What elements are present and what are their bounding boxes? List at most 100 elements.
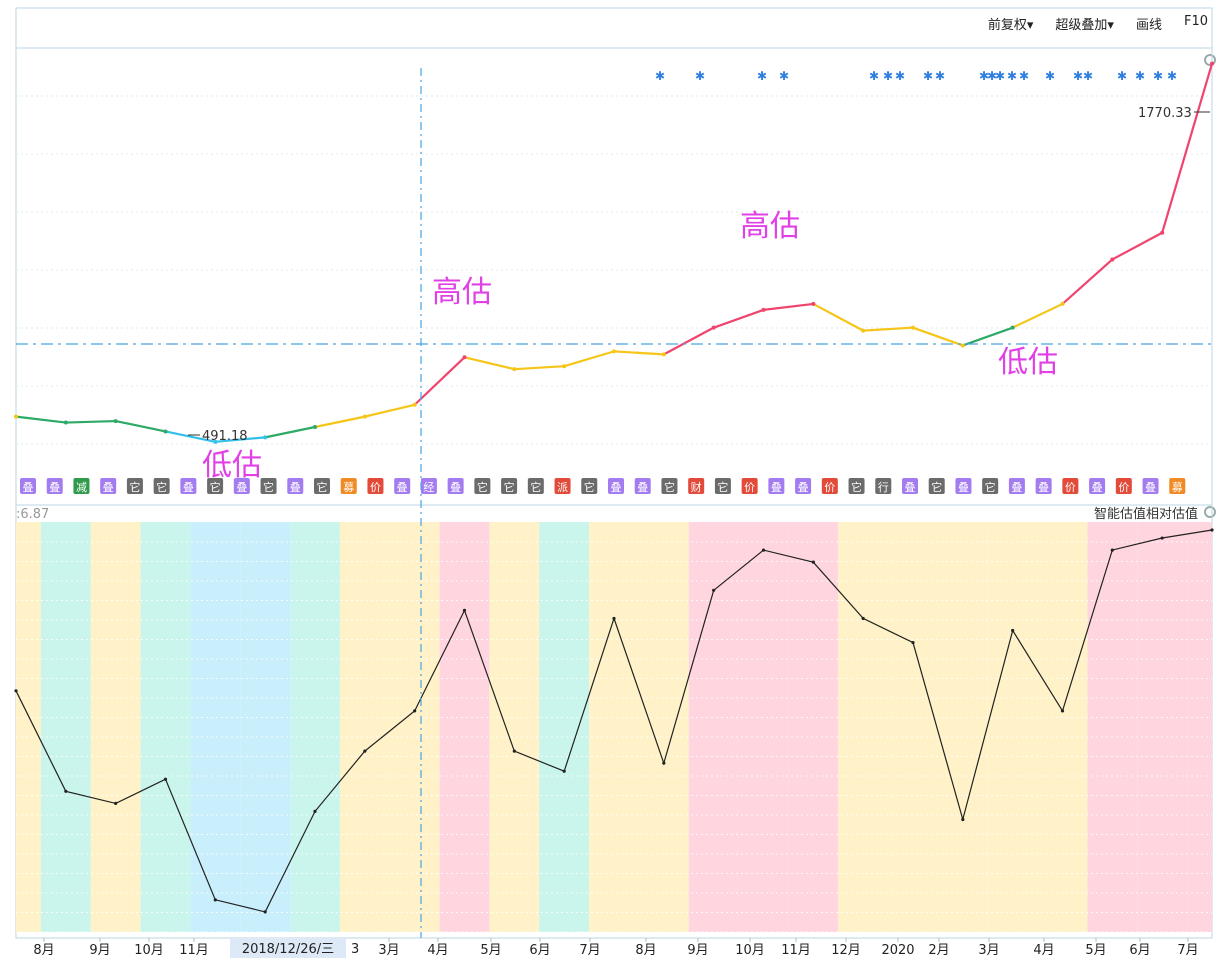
price-settings-gear-icon[interactable]	[1204, 54, 1216, 66]
overlay-dropdown[interactable]: 超级叠加▾	[1055, 18, 1114, 33]
star-marker: ✱	[695, 69, 705, 83]
event-marker	[73, 478, 90, 494]
event-marker	[100, 478, 117, 494]
event-marker	[634, 478, 651, 494]
event-marker-label: 价	[1118, 481, 1129, 494]
event-marker	[394, 478, 411, 494]
valuation-point	[612, 616, 616, 621]
valuation-band	[539, 522, 590, 932]
price-point	[113, 419, 118, 424]
event-marker	[608, 478, 624, 494]
price-point	[661, 352, 666, 357]
price-point	[213, 439, 218, 444]
x-tick-label: 5月	[480, 943, 501, 958]
annotation-undervalued-2: 低估	[998, 345, 1058, 380]
valuation-point	[163, 777, 168, 781]
event-marker-label: 它	[530, 480, 541, 494]
price-segment	[613, 350, 664, 356]
valuation-point	[1060, 709, 1065, 713]
valuation-point	[14, 689, 18, 693]
event-marker-label: 经	[423, 481, 434, 494]
event-marker-label: 它	[317, 480, 328, 494]
valuation-band	[190, 522, 241, 932]
star-marker: ✱	[757, 69, 767, 83]
price-point	[462, 355, 467, 360]
valuation-band	[439, 522, 490, 932]
star-marker: ✱	[869, 69, 879, 83]
event-marker-label: 募	[1172, 481, 1183, 494]
price-point	[14, 414, 18, 419]
price-segment	[514, 365, 565, 371]
price-segment	[165, 430, 216, 443]
price-segment	[663, 326, 715, 356]
x-tick-label: 7月	[1177, 943, 1198, 958]
valuation-point	[413, 709, 417, 713]
x-tick-label: 9月	[89, 943, 110, 958]
price-point	[711, 325, 716, 330]
price-point	[562, 364, 567, 369]
star-marker: ✱	[655, 69, 665, 83]
valuation-point	[562, 769, 566, 773]
valuation-band	[290, 522, 340, 932]
annotation-undervalued-1: 低估	[202, 448, 262, 483]
event-marker-label: 募	[343, 481, 354, 494]
x-tick-label: 11月	[781, 943, 811, 958]
valuation-band	[16, 522, 41, 932]
event-marker	[1062, 478, 1079, 494]
event-marker	[233, 478, 250, 494]
price-segment	[15, 415, 66, 424]
event-marker-label: 叠	[771, 481, 782, 494]
star-marker: ✱	[1083, 69, 1093, 83]
f10-button[interactable]: F10	[1183, 14, 1208, 29]
event-marker-label: 叠	[1011, 481, 1022, 494]
event-marker	[287, 478, 304, 494]
event-marker-label: 它	[985, 480, 996, 494]
price-segment	[812, 302, 864, 332]
indicator-settings-gear-icon[interactable]	[1204, 506, 1216, 518]
valuation-band	[688, 522, 739, 932]
event-marker-label: 行	[878, 481, 889, 494]
price-segment	[1061, 258, 1114, 305]
event-marker	[501, 478, 518, 494]
event-marker	[340, 478, 357, 494]
event-marker-label: 叠	[1092, 481, 1103, 494]
price-point	[861, 328, 866, 333]
star-marker: ✱	[923, 69, 933, 83]
star-marker: ✱	[995, 69, 1005, 83]
event-marker-label: 派	[557, 481, 568, 494]
event-marker-label: 叠	[183, 481, 194, 494]
price-point	[263, 435, 268, 440]
x-tick-label: 10月	[134, 943, 164, 958]
event-marker	[661, 478, 678, 494]
valuation-band	[339, 522, 390, 932]
event-marker	[581, 478, 598, 494]
x-tick-label: 8月	[33, 943, 54, 958]
valuation-point	[1160, 536, 1164, 540]
adjust-dropdown[interactable]: 前复权▾	[987, 18, 1034, 33]
price-point	[612, 349, 616, 354]
event-marker	[527, 478, 544, 494]
star-marker: ✱	[987, 69, 997, 83]
event-marker-label: 价	[744, 481, 755, 494]
price-segment	[314, 415, 366, 429]
valuation-point	[811, 560, 815, 564]
event-marker	[153, 478, 170, 494]
x-tick-label: 12月	[831, 943, 861, 958]
star-marker: ✱	[1167, 69, 1177, 83]
event-marker-label: 它	[129, 480, 140, 494]
event-marker	[928, 478, 945, 494]
valuation-band	[489, 522, 540, 932]
valuation-point	[313, 809, 317, 814]
valuation-point	[961, 817, 965, 822]
valuation-band	[90, 522, 141, 932]
price-point	[1160, 230, 1165, 235]
event-marker-label: 叠	[450, 481, 461, 494]
event-marker-label: 叠	[905, 481, 916, 494]
valuation-point	[712, 588, 716, 592]
star-marker: ✱	[979, 69, 989, 83]
draw-line-button[interactable]: 画线	[1135, 18, 1162, 33]
x-tick-label: 6月	[529, 943, 550, 958]
event-marker	[46, 478, 63, 494]
event-marker	[1089, 478, 1106, 494]
event-marker-label: 它	[664, 480, 675, 494]
